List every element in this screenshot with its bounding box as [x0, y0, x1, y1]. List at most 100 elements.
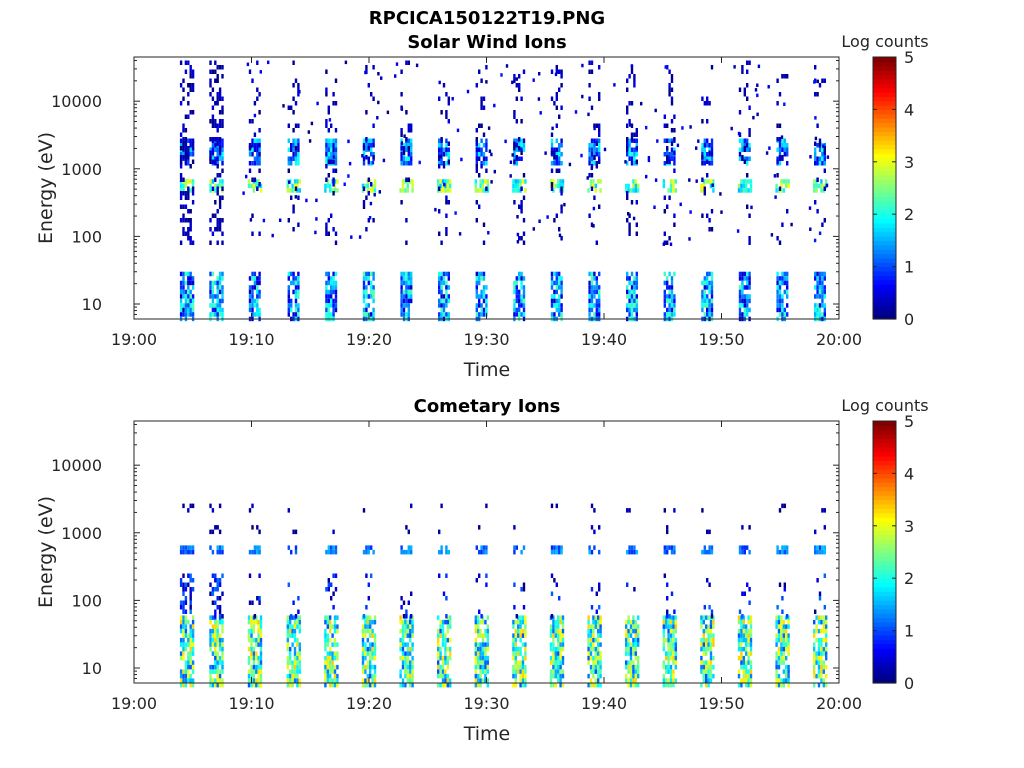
heatmap-cell: [512, 633, 515, 638]
heatmap-cell: [294, 152, 298, 157]
heatmap-cell: [635, 222, 638, 227]
heatmap-cell: [599, 624, 602, 629]
heatmap-cell: [369, 646, 372, 652]
colorbar-swatch: [873, 231, 896, 237]
heatmap-cell: [209, 83, 212, 88]
heatmap-cell: [485, 65, 488, 70]
heatmap-cell: [814, 549, 817, 555]
heatmap-cell: [182, 152, 185, 157]
heatmap-cell: [179, 285, 183, 290]
heatmap-cell: [218, 619, 222, 625]
heatmap-cell: [332, 159, 335, 164]
heatmap-cell: [214, 669, 217, 674]
heatmap-cell: [787, 651, 790, 656]
heatmap-cell: [518, 83, 521, 88]
heatmap-cell: [737, 615, 741, 620]
heatmap-cell: [552, 655, 555, 661]
heatmap-cell: [593, 156, 596, 161]
heatmap-cell: [400, 143, 403, 148]
heatmap-cell: [400, 596, 403, 601]
heatmap-cell: [595, 298, 598, 304]
heatmap-cell: [293, 183, 297, 189]
heatmap-cell: [333, 637, 337, 643]
colorbar-tick-label: 1: [904, 622, 914, 641]
colorbar-swatch: [873, 525, 896, 531]
colorbar-swatch: [873, 560, 896, 566]
heatmap-cell: [184, 582, 188, 587]
heatmap-cell: [787, 637, 790, 643]
heatmap-cell: [221, 651, 224, 656]
heatmap-cell: [402, 156, 406, 161]
heatmap-cell: [549, 179, 553, 184]
heatmap-cell: [558, 276, 561, 281]
heatmap-cell: [823, 186, 826, 191]
heatmap-cell: [216, 78, 219, 83]
heatmap-cell: [669, 624, 673, 629]
heatmap-cell: [519, 205, 523, 210]
heatmap-cell: [258, 549, 261, 555]
heatmap-cell: [365, 307, 368, 313]
colorbar-swatch: [873, 477, 896, 483]
heatmap-cell: [399, 682, 402, 688]
heatmap-cell: [513, 78, 516, 83]
heatmap-cell: [787, 664, 790, 670]
heatmap-cell: [411, 188, 414, 193]
heatmap-cell: [516, 232, 520, 237]
heatmap-cell: [738, 147, 742, 152]
heatmap-cell: [710, 298, 714, 304]
heatmap-cell: [333, 651, 337, 656]
heatmap-cell: [332, 271, 335, 277]
heatmap-cell: [214, 183, 217, 189]
cometary-x-label: Time: [463, 723, 511, 745]
heatmap-cell: [258, 182, 261, 187]
heatmap-cell: [710, 614, 714, 619]
heatmap-cell: [520, 298, 523, 304]
heatmap-cell: [214, 678, 217, 683]
heatmap-cell: [247, 673, 251, 679]
heatmap-cell: [411, 179, 414, 184]
heatmap-cell: [634, 183, 637, 189]
heatmap-cell: [599, 615, 602, 620]
heatmap-cell: [411, 633, 414, 638]
heatmap-cell: [296, 664, 299, 670]
heatmap-cell: [662, 682, 665, 688]
heatmap-cell: [478, 123, 481, 128]
heatmap-cell: [485, 303, 488, 308]
heatmap-cell: [712, 179, 715, 184]
heatmap-cell: [634, 655, 637, 661]
heatmap-cell: [563, 202, 566, 207]
heatmap-cell: [297, 609, 300, 614]
heatmap-cell: [628, 227, 631, 232]
colorbar-swatch: [873, 275, 896, 281]
heatmap-cell: [599, 628, 602, 634]
heatmap-cell: [558, 227, 561, 232]
heatmap-cell: [477, 682, 480, 688]
heatmap-cell: [559, 628, 562, 634]
heatmap-cell: [332, 227, 335, 232]
heatmap-cell: [741, 525, 744, 530]
heatmap-cell: [437, 637, 440, 643]
heatmap-cell: [478, 147, 481, 152]
heatmap-cell: [521, 673, 525, 679]
heatmap-cell: [669, 673, 673, 679]
heatmap-cell: [365, 110, 368, 115]
heatmap-cell: [746, 303, 749, 308]
heatmap-cell: [372, 298, 375, 304]
heatmap-cell: [366, 646, 369, 652]
heatmap-cell: [593, 126, 596, 131]
heatmap-cell: [781, 596, 784, 601]
heatmap-cell: [519, 183, 522, 189]
heatmap-cell: [326, 642, 329, 647]
heatmap-cell: [221, 156, 224, 161]
heatmap-cell: [634, 651, 637, 656]
heatmap-cell: [742, 179, 745, 184]
heatmap-cell: [630, 161, 634, 166]
heatmap-cell: [221, 218, 224, 223]
heatmap-cell: [666, 549, 669, 555]
heatmap-cell: [626, 294, 629, 299]
heatmap-cell: [287, 298, 290, 304]
heatmap-cell: [588, 60, 591, 65]
heatmap-cell: [179, 240, 183, 245]
heatmap-cell: [740, 179, 743, 184]
heatmap-cell: [787, 642, 790, 647]
